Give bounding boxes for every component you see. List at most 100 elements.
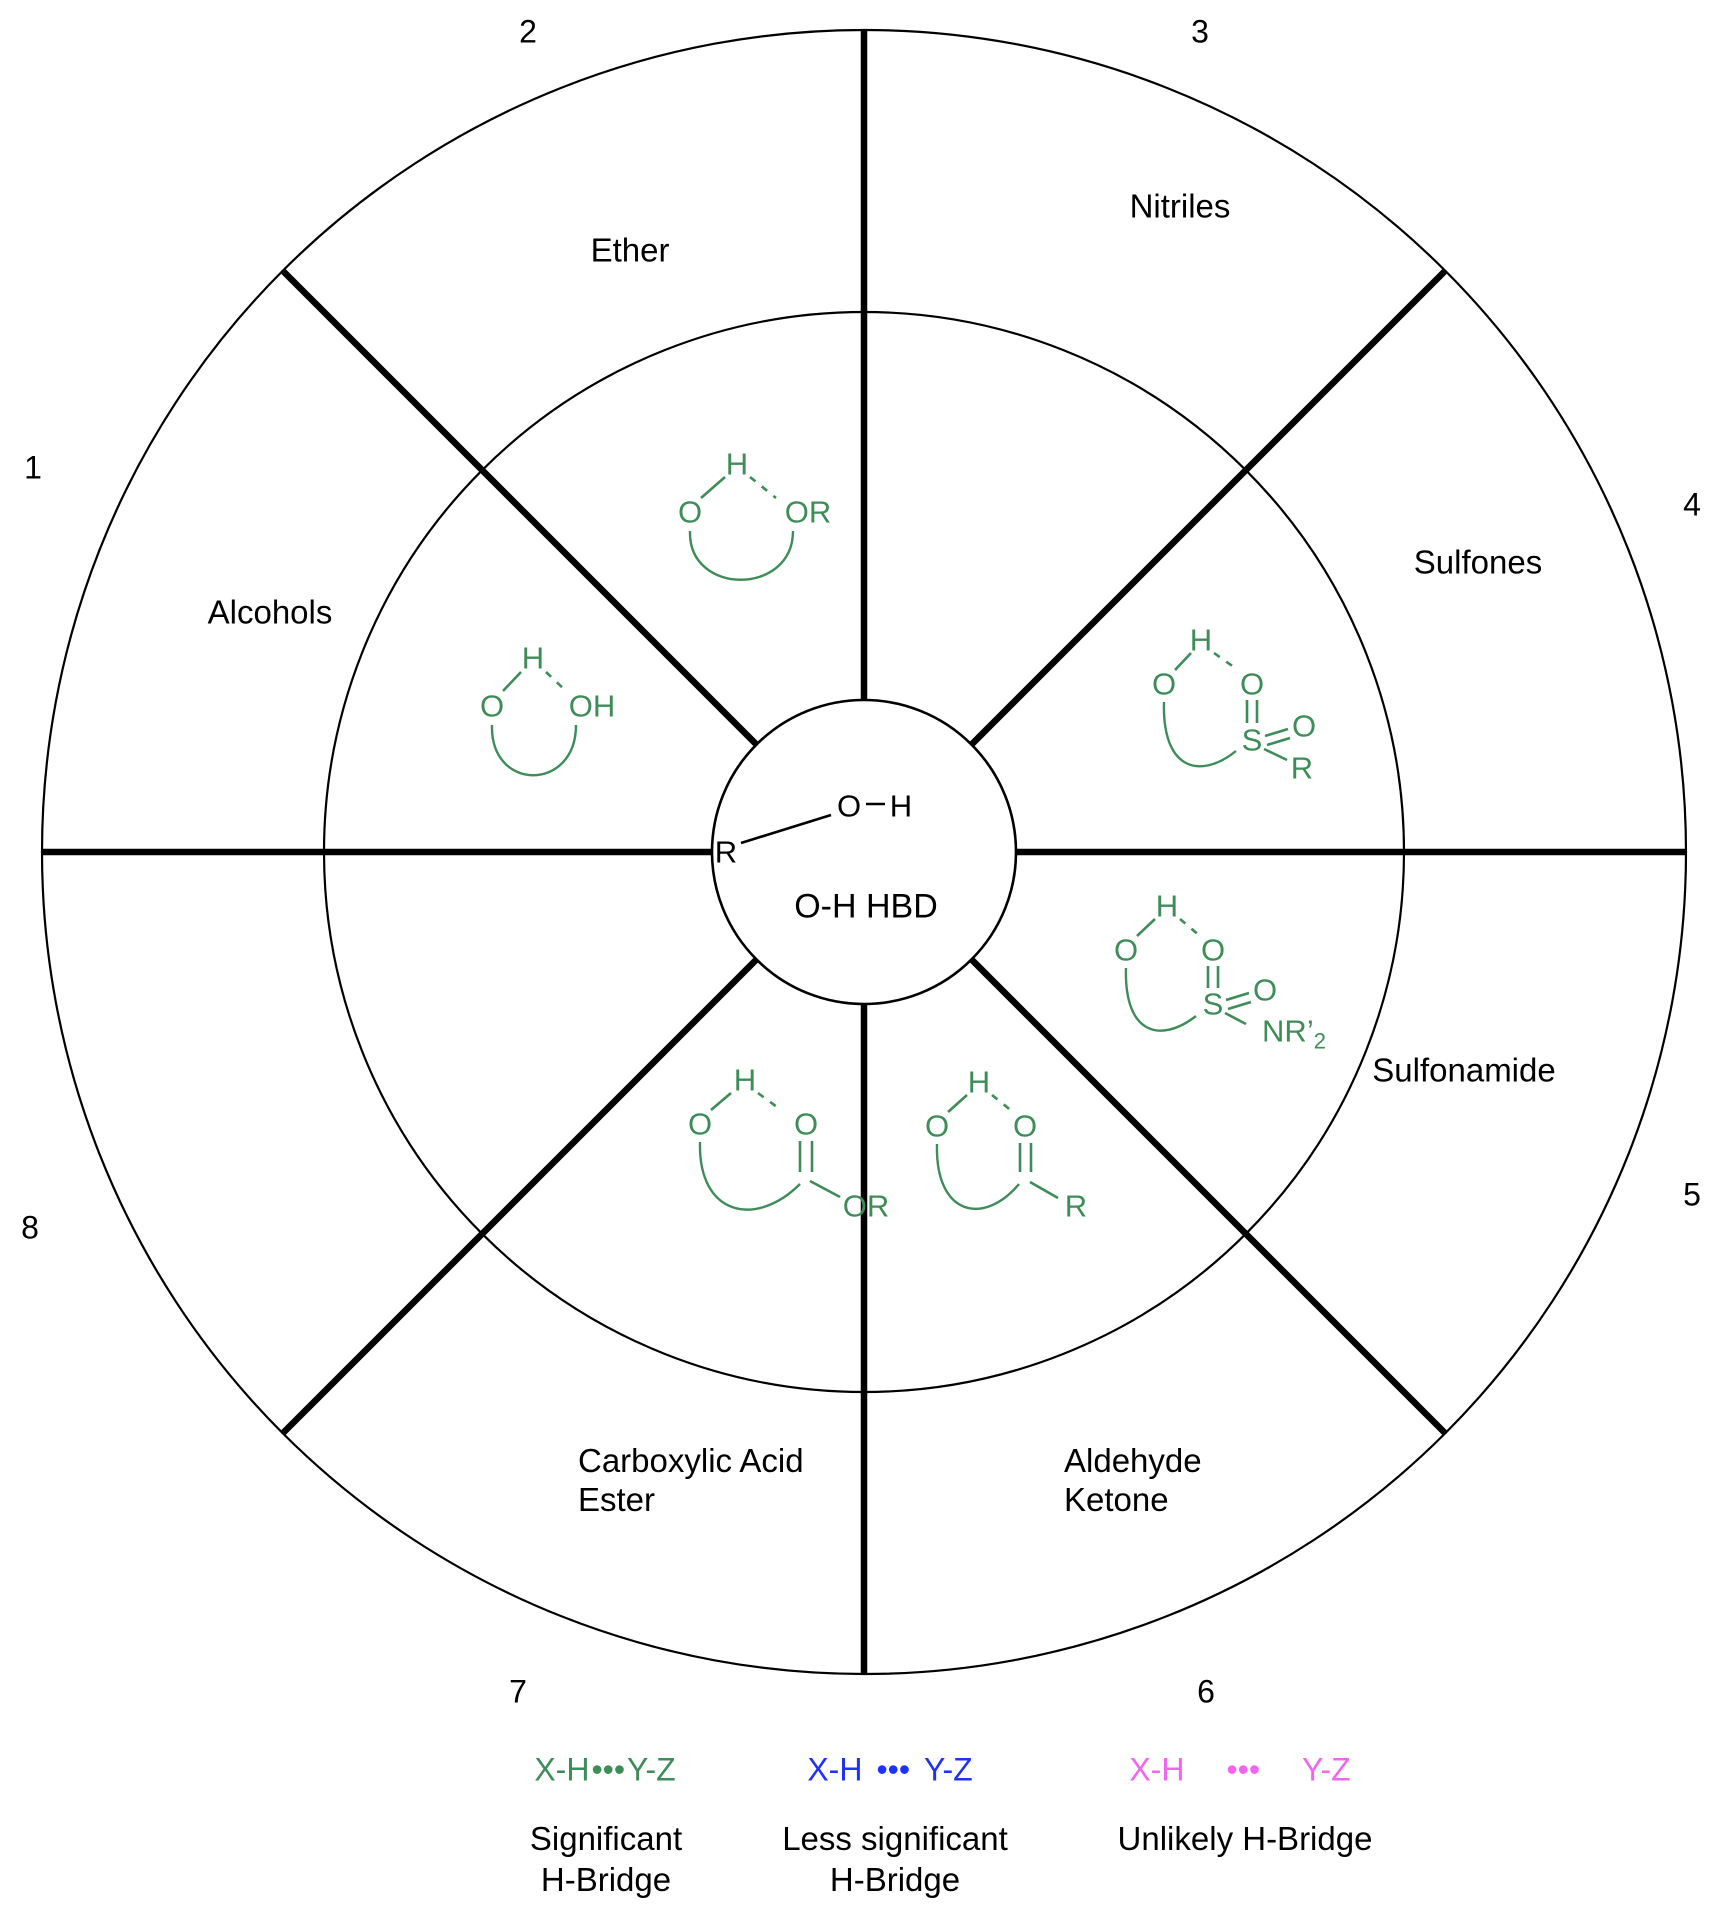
sulfones-structure-atom-label: H — [1189, 622, 1213, 658]
aldehyde-ketone-structure-atom-label: R — [1064, 1188, 1088, 1224]
sector-label-carboxylic-acid-ester: Carboxylic Acid Ester — [578, 1441, 804, 1519]
legend-caption-line: H-Bridge — [829, 1861, 961, 1898]
alcohols-structure-bond — [502, 671, 522, 692]
ether-structure-atom-label: O — [677, 494, 703, 530]
legend-caption-line: Unlikely H-Bridge — [1117, 1820, 1373, 1857]
sulfones-structure-chain-arc — [1162, 701, 1237, 768]
center-molecule-atom-label: H — [889, 788, 913, 824]
sector-number-3: 3 — [1191, 13, 1209, 50]
aldehyde-ketone-structure-bond — [1029, 1180, 1059, 1200]
alcohols-structure-chain-arc — [490, 724, 578, 777]
sulfonamide-structure-bond — [1227, 1000, 1252, 1011]
sulfonamide-structure-atom-label: H — [1155, 888, 1179, 924]
legend-xh: X-H — [807, 1751, 863, 1788]
legend-formula-significant: X-H ••• Y-Z — [534, 1752, 675, 1789]
sulfones-structure-bond — [1264, 727, 1289, 738]
sector-number-7: 7 — [509, 1673, 527, 1710]
sector-label-text: Alcohols — [207, 593, 333, 631]
ether-structure-bond — [749, 475, 777, 500]
legend-caption-line: Less significant — [782, 1820, 1008, 1857]
alcohols-structure-atom-label: H — [521, 640, 545, 676]
ether-structure-bond — [700, 476, 726, 499]
center-molecule-atom-label: R — [714, 834, 738, 870]
legend-dots: ••• — [591, 1751, 626, 1788]
alcohols-structure-atom-label: O — [479, 688, 505, 724]
sulfonamide-structure-atom-label: S — [1202, 986, 1224, 1022]
sulfones-structure-atom-label: S — [1241, 722, 1263, 758]
carboxylic-acid-ester-structure-atom-label: O — [687, 1106, 713, 1142]
sector-label-text: Sulfones — [1413, 543, 1543, 581]
legend-yz: Y-Z — [924, 1751, 973, 1788]
sector-number-1: 1 — [24, 449, 42, 486]
sulfonamide-structure-bond — [1136, 918, 1156, 937]
sulfonamide-structure-bond — [1179, 918, 1201, 937]
legend-dots: ••• — [1226, 1751, 1261, 1788]
center-molecule-atom-label: O — [836, 788, 862, 824]
sector-label-text: Ester — [578, 1481, 656, 1518]
sector-label-text: Sulfonamide — [1372, 1051, 1556, 1089]
sector-label-text: Carboxylic Acid — [578, 1442, 804, 1479]
legend-dots: ••• — [876, 1751, 911, 1788]
alcohols-structure-bond — [545, 671, 567, 692]
sector-divider — [280, 268, 759, 747]
legend-formula-unlikely: X-H ••• Y-Z — [1129, 1752, 1350, 1789]
carboxylic-acid-ester-structure-bond — [710, 1092, 732, 1111]
sulfones-structure-atom-label: O — [1239, 666, 1265, 702]
sector-label-aldehyde-ketone: Aldehyde Ketone — [1064, 1441, 1202, 1519]
aldehyde-ketone-structure-atom-label: H — [967, 1064, 991, 1100]
legend-caption-significant: Significant H-Bridge — [530, 1818, 682, 1900]
legend-formula-less-significant: X-H ••• Y-Z — [807, 1752, 972, 1789]
carboxylic-acid-ester-structure-bond — [809, 1179, 841, 1199]
sulfones-structure-bond — [1174, 652, 1192, 671]
sector-label-ether: Ether — [591, 231, 670, 270]
carboxylic-acid-ester-structure-atom-label: OR — [842, 1188, 890, 1224]
carboxylic-acid-ester-structure-bond — [757, 1091, 782, 1112]
sulfones-structure-bond — [1266, 736, 1291, 747]
sector-label-nitriles: Nitriles — [1130, 187, 1231, 226]
sector-label-text: Nitriles — [1129, 187, 1231, 225]
sulfonamide-structure-atom-label: NR’2 — [1262, 1013, 1326, 1054]
sulfonamide-structure-bond — [1224, 1011, 1247, 1026]
sulfonamide-structure-atom-label: O — [1200, 932, 1226, 968]
carboxylic-acid-ester-structure-atom-label: H — [733, 1062, 757, 1098]
legend-caption-line: Significant — [529, 1820, 683, 1857]
ether-structure-atom-label: OR — [784, 494, 832, 530]
ether-structure-chain-arc — [688, 530, 795, 581]
sector-label-text: Aldehyde — [1064, 1442, 1202, 1479]
sector-number-4: 4 — [1683, 486, 1701, 523]
sector-label-sulfonamide: Sulfonamide — [1372, 1051, 1555, 1090]
center-molecule-bond — [740, 813, 832, 845]
inner-circle — [710, 698, 1018, 1006]
sector-label-text: Ether — [590, 231, 670, 269]
sulfonamide-structure-atom-label: O — [1252, 972, 1278, 1008]
sulfonamide-structure-bond — [1225, 991, 1250, 1002]
alcohols-structure-atom-label: OH — [568, 688, 616, 724]
sulfonamide-structure-chain-arc — [1124, 967, 1197, 1032]
legend-caption-line: H-Bridge — [540, 1861, 672, 1898]
ether-structure-atom-label: H — [725, 446, 749, 482]
sulfones-structure-atom-label: O — [1151, 666, 1177, 702]
sector-label-sulfones: Sulfones — [1414, 543, 1542, 582]
sector-number-2: 2 — [519, 13, 537, 50]
sulfones-structure-bond — [1213, 651, 1239, 672]
sulfones-structure-atom-label: R — [1290, 750, 1314, 786]
sector-number-5: 5 — [1683, 1176, 1701, 1213]
aldehyde-ketone-structure-chain-arc — [935, 1143, 1020, 1210]
center-caption: O-H HBD — [794, 887, 938, 926]
sector-divider — [969, 957, 1448, 1436]
aldehyde-ketone-structure-bond — [947, 1094, 968, 1113]
sector-label-alcohols: Alcohols — [208, 593, 333, 632]
carboxylic-acid-ester-structure-chain-arc — [698, 1141, 801, 1211]
sector-label-text: Ketone — [1064, 1481, 1169, 1518]
sector-number-8: 8 — [21, 1209, 39, 1246]
sulfones-structure-bond — [1263, 747, 1288, 762]
legend-yz: Y-Z — [1302, 1751, 1351, 1788]
sulfones-structure-atom-label: O — [1291, 708, 1317, 744]
legend-caption-unlikely: Unlikely H-Bridge — [1118, 1818, 1373, 1859]
legend-yz: Y-Z — [627, 1751, 676, 1788]
aldehyde-ketone-structure-bond — [991, 1093, 1014, 1114]
legend-xh: X-H — [1129, 1751, 1185, 1788]
legend-caption-less-significant: Less significant H-Bridge — [782, 1818, 1008, 1900]
